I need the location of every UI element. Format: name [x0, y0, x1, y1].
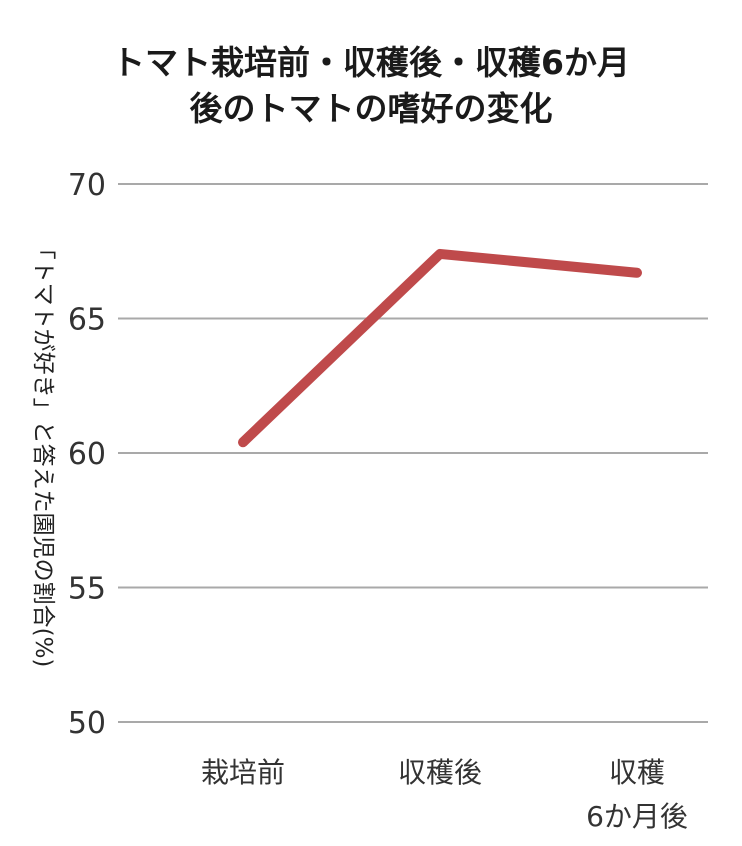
y-axis-ticks: 50 55 60 65 70 — [68, 168, 106, 741]
chart-title-line-1: トマト栽培前・収穫後・収穫6か月 — [112, 43, 630, 82]
x-tick-label: 収穫後 — [398, 756, 482, 789]
y-tick-label: 55 — [68, 572, 106, 607]
x-tick-label: 6か月後 — [586, 800, 688, 833]
chart-title-line-2: 後のトマトの嗜好の変化 — [189, 89, 553, 128]
x-tick-label: 栽培前 — [201, 756, 285, 789]
y-axis-label: 「トマトが好き」と答えた園児の割合(%) — [30, 237, 56, 668]
x-axis-ticks: 栽培前 収穫後 収穫 6か月後 — [201, 756, 688, 833]
series-group — [238, 248, 642, 448]
y-tick-label: 70 — [68, 168, 106, 203]
series-line — [238, 248, 642, 448]
y-tick-label: 65 — [68, 303, 106, 338]
y-tick-label: 60 — [68, 437, 106, 472]
x-tick-label: 収穫 — [609, 756, 665, 789]
y-tick-label: 50 — [68, 706, 106, 741]
chart-title: トマト栽培前・収穫後・収穫6か月 後のトマトの嗜好の変化 — [0, 40, 742, 132]
gridlines — [118, 183, 708, 723]
